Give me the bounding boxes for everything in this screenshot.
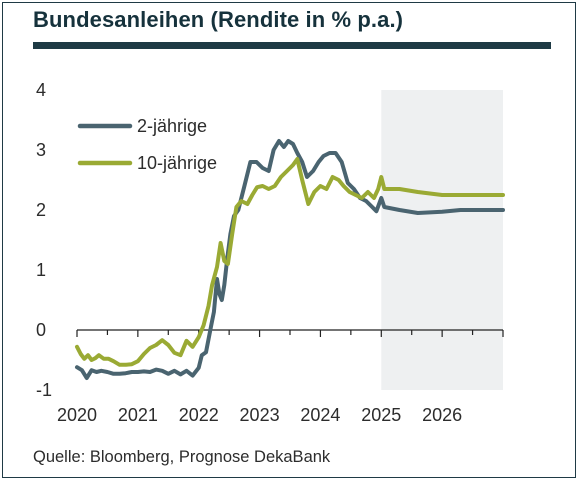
x-tick-label: 2025 (361, 405, 401, 425)
series-layer (75, 139, 505, 380)
y-tick-label: 3 (36, 140, 46, 160)
x-tick-label: 2024 (300, 405, 340, 425)
y-tick-label: 1 (36, 260, 46, 280)
x-tick-label: 2022 (179, 405, 219, 425)
legend-label-1: 2-jährige (137, 116, 207, 136)
x-tick-label: 2020 (57, 405, 97, 425)
forecast-shading-layer (381, 90, 503, 390)
source-note: Quelle: Bloomberg, Prognose DekaBank (33, 448, 331, 466)
y-tick-label: -1 (36, 380, 52, 400)
chart-title: Bundesanleihen (Rendite in % p.a.) (33, 7, 404, 32)
x-tick-label: 2021 (118, 405, 158, 425)
series-line-2 (75, 157, 505, 367)
y-tick-label: 4 (36, 80, 46, 100)
x-tick-label: 2023 (240, 405, 280, 425)
y-tick-label: 0 (36, 320, 46, 340)
axis-layer: -1 0 1 2 3 4 2020 2021 2022 2023 2024 2025 2026 (36, 80, 504, 425)
legend-layer: 2-jährige 10-jährige (77, 116, 217, 173)
forecast-shading (381, 90, 503, 390)
y-tick-label: 2 (36, 200, 46, 220)
title-rule (33, 42, 551, 49)
x-tick-label: 2026 (422, 405, 462, 425)
legend-label-2: 10-jährige (137, 153, 217, 173)
